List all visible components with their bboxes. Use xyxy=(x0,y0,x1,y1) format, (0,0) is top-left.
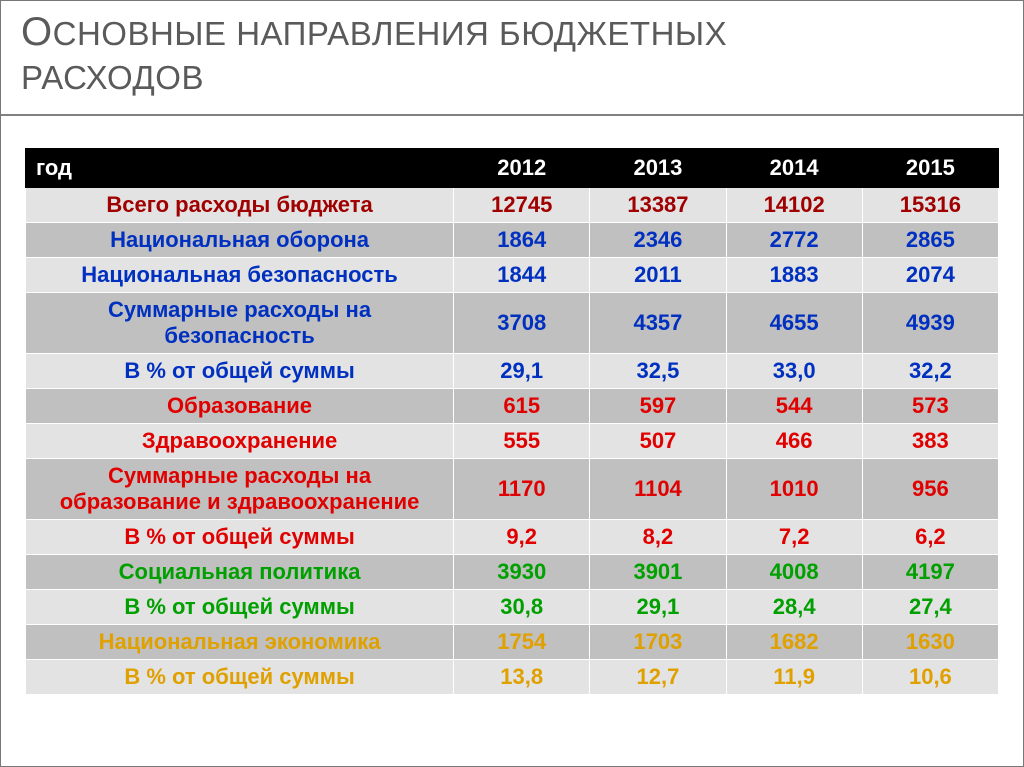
row-value: 8,2 xyxy=(590,520,726,555)
header-year: 2014 xyxy=(726,149,862,188)
header-year: 2012 xyxy=(454,149,590,188)
row-value: 1170 xyxy=(454,459,590,520)
row-value: 33,0 xyxy=(726,354,862,389)
row-value: 11,9 xyxy=(726,660,862,695)
row-value: 1703 xyxy=(590,625,726,660)
row-value: 4939 xyxy=(862,293,998,354)
row-value: 3708 xyxy=(454,293,590,354)
row-label: Суммарные расходы на образование и здрав… xyxy=(26,459,454,520)
row-value: 1630 xyxy=(862,625,998,660)
row-value: 2011 xyxy=(590,258,726,293)
row-value: 4197 xyxy=(862,555,998,590)
row-value: 32,2 xyxy=(862,354,998,389)
row-value: 32,5 xyxy=(590,354,726,389)
page-title: ОСНОВНЫЕ НАПРАВЛЕНИЯ БЮДЖЕТНЫХ РАСХОДОВ xyxy=(21,7,1003,98)
row-value: 573 xyxy=(862,389,998,424)
row-label: В % от общей суммы xyxy=(26,590,454,625)
row-value: 2346 xyxy=(590,223,726,258)
header-label: год xyxy=(26,149,454,188)
row-label: Национальная экономика xyxy=(26,625,454,660)
table-row: В % от общей суммы 30,8 29,1 28,4 27,4 xyxy=(26,590,999,625)
row-value: 544 xyxy=(726,389,862,424)
table-row: Образование 615 597 544 573 xyxy=(26,389,999,424)
row-value: 555 xyxy=(454,424,590,459)
row-value: 29,1 xyxy=(454,354,590,389)
row-value: 10,6 xyxy=(862,660,998,695)
row-value: 2772 xyxy=(726,223,862,258)
row-label: Всего расходы бюджета xyxy=(26,188,454,223)
title-bar: ОСНОВНЫЕ НАПРАВЛЕНИЯ БЮДЖЕТНЫХ РАСХОДОВ xyxy=(1,1,1023,116)
row-label: В % от общей суммы xyxy=(26,354,454,389)
row-value: 1104 xyxy=(590,459,726,520)
row-value: 4357 xyxy=(590,293,726,354)
table-container: год 2012 2013 2014 2015 Всего расходы бю… xyxy=(1,116,1023,695)
row-value: 1010 xyxy=(726,459,862,520)
table-row: Национальная оборона 1864 2346 2772 2865 xyxy=(26,223,999,258)
row-value: 13387 xyxy=(590,188,726,223)
row-value: 4008 xyxy=(726,555,862,590)
table-row: Здравоохранение 555 507 466 383 xyxy=(26,424,999,459)
row-label: Социальная политика xyxy=(26,555,454,590)
row-value: 2074 xyxy=(862,258,998,293)
row-value: 7,2 xyxy=(726,520,862,555)
row-value: 9,2 xyxy=(454,520,590,555)
title-first-letter: О xyxy=(21,10,53,54)
row-value: 597 xyxy=(590,389,726,424)
table-row: Национальная экономика 1754 1703 1682 16… xyxy=(26,625,999,660)
row-value: 6,2 xyxy=(862,520,998,555)
title-line1: СНОВНЫЕ НАПРАВЛЕНИЯ БЮДЖЕТНЫХ xyxy=(53,15,728,52)
row-value: 1754 xyxy=(454,625,590,660)
row-value: 507 xyxy=(590,424,726,459)
row-label: Национальная безопасность xyxy=(26,258,454,293)
row-value: 13,8 xyxy=(454,660,590,695)
row-value: 4655 xyxy=(726,293,862,354)
row-value: 615 xyxy=(454,389,590,424)
table-row: В % от общей суммы 29,1 32,5 33,0 32,2 xyxy=(26,354,999,389)
row-value: 29,1 xyxy=(590,590,726,625)
row-value: 956 xyxy=(862,459,998,520)
header-year: 2015 xyxy=(862,149,998,188)
row-label: Здравоохранение xyxy=(26,424,454,459)
row-label: Суммарные расходы на безопасность xyxy=(26,293,454,354)
table-row: Социальная политика 3930 3901 4008 4197 xyxy=(26,555,999,590)
table-row: В % от общей суммы 9,2 8,2 7,2 6,2 xyxy=(26,520,999,555)
row-value: 1864 xyxy=(454,223,590,258)
row-value: 12745 xyxy=(454,188,590,223)
slide: ОСНОВНЫЕ НАПРАВЛЕНИЯ БЮДЖЕТНЫХ РАСХОДОВ … xyxy=(0,0,1024,767)
row-value: 383 xyxy=(862,424,998,459)
row-value: 466 xyxy=(726,424,862,459)
row-value: 15316 xyxy=(862,188,998,223)
row-value: 1682 xyxy=(726,625,862,660)
row-value: 30,8 xyxy=(454,590,590,625)
table-row: Всего расходы бюджета 12745 13387 14102 … xyxy=(26,188,999,223)
row-label: Национальная оборона xyxy=(26,223,454,258)
row-value: 14102 xyxy=(726,188,862,223)
title-line2: РАСХОДОВ xyxy=(21,59,204,96)
row-value: 1844 xyxy=(454,258,590,293)
row-value: 28,4 xyxy=(726,590,862,625)
row-label: В % от общей суммы xyxy=(26,520,454,555)
table-row: Суммарные расходы на образование и здрав… xyxy=(26,459,999,520)
budget-table: год 2012 2013 2014 2015 Всего расходы бю… xyxy=(25,148,999,695)
row-value: 1883 xyxy=(726,258,862,293)
row-value: 12,7 xyxy=(590,660,726,695)
table-header-row: год 2012 2013 2014 2015 xyxy=(26,149,999,188)
row-value: 2865 xyxy=(862,223,998,258)
table-row: В % от общей суммы 13,8 12,7 11,9 10,6 xyxy=(26,660,999,695)
header-year: 2013 xyxy=(590,149,726,188)
table-row: Суммарные расходы на безопасность 3708 4… xyxy=(26,293,999,354)
table-row: Национальная безопасность 1844 2011 1883… xyxy=(26,258,999,293)
row-value: 3930 xyxy=(454,555,590,590)
row-label: В % от общей суммы xyxy=(26,660,454,695)
row-label: Образование xyxy=(26,389,454,424)
row-value: 27,4 xyxy=(862,590,998,625)
row-value: 3901 xyxy=(590,555,726,590)
